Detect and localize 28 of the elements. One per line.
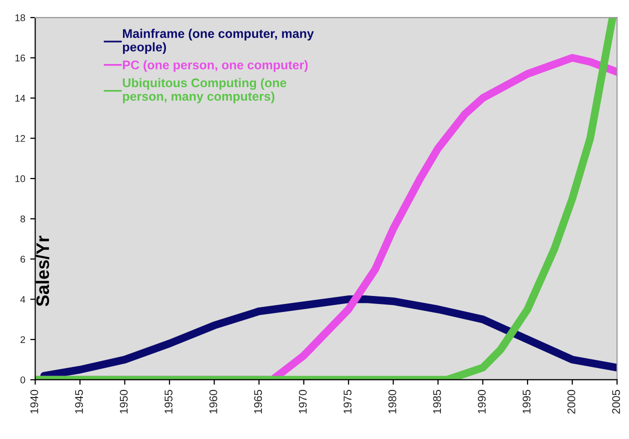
y-tick-label: 4 (20, 296, 26, 303)
legend-label: PC (one person, one computer) (122, 60, 308, 72)
x-tick-label: 1950 (120, 390, 128, 414)
x-tick-label: 1960 (209, 390, 218, 414)
y-tick-label: 12 (15, 135, 26, 142)
y-tick-label: 10 (15, 175, 26, 182)
x-tick-label: 2005 (612, 390, 620, 414)
x-tick-label: 1975 (344, 390, 352, 414)
legend-label: Ubiquitous Computing (one person, many computers) (122, 78, 286, 104)
y-tick-label: 16 (15, 54, 26, 62)
x-tick-label: 2000 (567, 390, 576, 414)
y-tick-label: 0 (20, 376, 26, 384)
x-tick-label: 1965 (254, 390, 262, 414)
x-tick-label: 1940 (30, 390, 38, 414)
y-tick-label: 14 (15, 94, 26, 102)
y-tick-label: 6 (20, 256, 26, 263)
y-tick-label: 18 (15, 14, 26, 22)
y-tick-label: 8 (20, 216, 26, 222)
x-tick-label: 1980 (388, 390, 396, 414)
x-tick-label: 1955 (164, 390, 172, 414)
x-tick-label: 1990 (478, 390, 486, 414)
x-tick-label: 1970 (298, 390, 307, 414)
x-tick-label: 1995 (522, 390, 531, 414)
legend-label: Mainframe (one computer, many people) (122, 28, 314, 54)
x-tick-label: 1945 (75, 390, 83, 414)
y-axis-title: Sales/Yr (36, 236, 50, 306)
x-tick-label: 1985 (433, 390, 442, 414)
y-tick-label: 2 (20, 336, 26, 344)
